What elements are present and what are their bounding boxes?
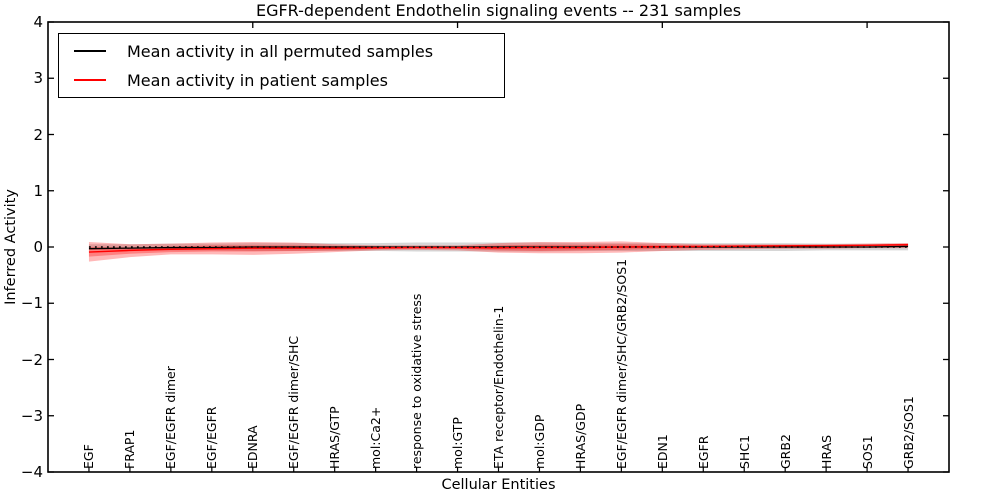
x-tick-label: HRAS — [818, 434, 834, 469]
x-tick-label: EDN1 — [654, 434, 670, 469]
x-tick-label: response to oxidative stress — [409, 293, 425, 469]
y-tick-label: −4 — [20, 463, 43, 481]
x-tick-label: mol:GTP — [450, 417, 466, 469]
x-tick-label: HRAS/GTP — [327, 406, 343, 469]
y-tick-label: −2 — [20, 350, 43, 369]
y-tick-label: 3 — [33, 69, 43, 88]
permuted-line-swatch — [74, 50, 106, 52]
x-axis-title: Cellular Entities — [441, 477, 556, 493]
x-tick-label: GRB2/SOS1 — [900, 396, 916, 469]
x-tick-label: EGF — [81, 444, 97, 469]
y-tick-label: 4 — [33, 13, 43, 31]
x-tick-label: SOS1 — [859, 435, 875, 469]
plot-frame — [47, 21, 950, 473]
x-tick-label: ETA receptor/Endothelin-1 — [491, 305, 506, 469]
x-tick-label: HRAS/GDP — [572, 403, 588, 469]
x-tick-label: EGF/EGFR dimer/SHC/GRB2/SOS1 — [613, 258, 629, 469]
x-tick-label: mol:GDP — [531, 414, 547, 469]
legend-item-permuted: Mean activity in all permuted samples — [59, 37, 504, 65]
y-tick-label: 1 — [33, 181, 43, 200]
x-tick-label: EGF/EGFR dimer — [163, 366, 179, 469]
x-tick-label: EGF/EGFR — [204, 406, 220, 469]
x-tick-label: EGF/EGFR dimer/SHC — [286, 335, 302, 469]
legend-item-patient: Mean activity in patient samples — [59, 66, 504, 94]
x-tick-label: mol:Ca2+ — [368, 406, 384, 469]
legend: Mean activity in all permuted samples Me… — [58, 33, 505, 98]
x-tick-label: EDNRA — [245, 425, 261, 469]
y-tick-label: −3 — [20, 406, 43, 425]
x-tick-label: FRAP1 — [122, 429, 138, 469]
y-tick-label: 0 — [33, 238, 43, 256]
x-tick-label: EGFR — [695, 435, 711, 469]
patient-line-swatch — [74, 79, 106, 81]
patient-mean-line — [88, 244, 909, 253]
x-tick-label: SHC1 — [736, 434, 752, 469]
x-tick-label: GRB2 — [777, 434, 793, 469]
chart-title: EGFR-dependent Endothelin signaling even… — [255, 1, 742, 20]
y-tick-label: 2 — [33, 125, 43, 144]
legend-label-patient: Mean activity in patient samples — [127, 70, 388, 90]
y-tick-label: −1 — [20, 294, 43, 313]
legend-label-permuted: Mean activity in all permuted samples — [127, 41, 434, 61]
